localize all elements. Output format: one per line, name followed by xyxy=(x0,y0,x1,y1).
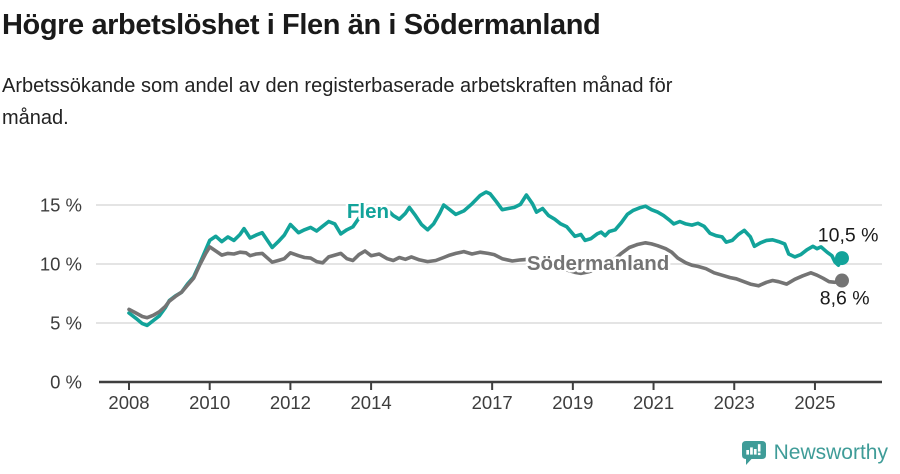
x-axis-label: 2012 xyxy=(270,392,311,413)
y-axis-label: 0 % xyxy=(50,372,82,393)
last-value-label: 10,5 % xyxy=(818,224,879,246)
x-axis-label: 2023 xyxy=(714,392,755,413)
chart-subtitle-line-1: Arbetssökande som andel av den registerb… xyxy=(2,75,673,97)
y-axis-label: 10 % xyxy=(40,254,82,275)
newsworthy-logo[interactable]: Newsworthy xyxy=(741,439,888,467)
x-axis-label: 2019 xyxy=(552,392,593,413)
series-label-södermanland: Södermanland xyxy=(527,252,669,275)
y-axis-label: 15 % xyxy=(40,195,82,216)
x-axis-label: 2010 xyxy=(189,392,230,413)
x-axis-label: 2025 xyxy=(794,392,835,413)
x-axis-label: 2017 xyxy=(472,392,513,413)
chart-subtitle: Arbetssökande som andel av den registerb… xyxy=(2,70,892,134)
newsworthy-speech-bubble-bar-chart-icon xyxy=(741,441,766,465)
bar-chart-glyph xyxy=(745,444,761,456)
chart-title: Högre arbetslöshet i Flen än i Södermanl… xyxy=(2,9,601,41)
series-line-flen xyxy=(127,190,844,328)
x-axis-label: 2014 xyxy=(351,392,392,413)
y-axis-label: 5 % xyxy=(50,313,82,334)
last-value-label: 8,6 % xyxy=(820,288,870,310)
series-end-dot-flen xyxy=(834,251,849,266)
chart-svg: 0 % 5 % 10 % 15 % 2008 2010 2012 2014 2017 2019 20… xyxy=(40,190,882,413)
series-end-dot-södermanland xyxy=(834,273,849,288)
line-chart: 0 % 5 % 10 % 15 % 2008 2010 2012 2014 2017 2019 20… xyxy=(0,158,900,470)
x-axis-label: 2021 xyxy=(633,392,674,413)
series-line-södermanland xyxy=(127,241,844,320)
newsworthy-logo-text: Newsworthy xyxy=(773,441,888,464)
x-axis-label: 2008 xyxy=(108,392,149,413)
series-label-flen: Flen xyxy=(347,200,389,223)
chart-subtitle-line-2: månad. xyxy=(2,107,69,129)
